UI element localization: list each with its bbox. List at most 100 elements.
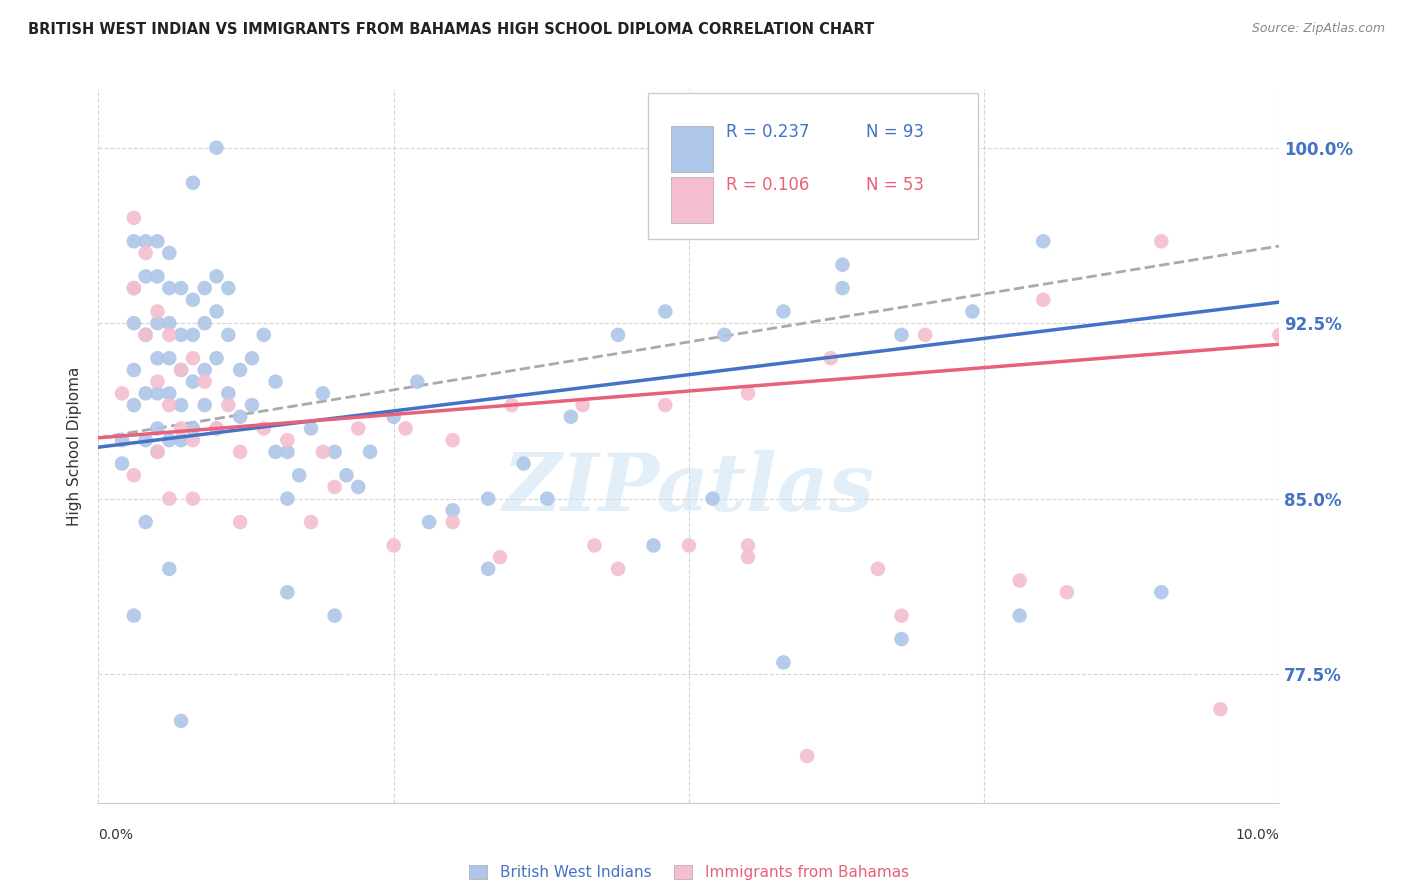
Point bbox=[122, 234, 145, 248]
Point bbox=[135, 327, 157, 342]
Point bbox=[181, 327, 204, 342]
Point bbox=[312, 445, 335, 459]
Point bbox=[181, 375, 204, 389]
Point bbox=[299, 421, 322, 435]
Point bbox=[170, 421, 193, 435]
Point bbox=[890, 632, 912, 646]
Point bbox=[890, 608, 912, 623]
Point bbox=[831, 258, 853, 272]
Point bbox=[1150, 234, 1173, 248]
Point bbox=[135, 327, 157, 342]
Point bbox=[914, 327, 936, 342]
Point bbox=[229, 445, 252, 459]
Point bbox=[583, 538, 606, 552]
Point bbox=[441, 515, 464, 529]
Point bbox=[146, 421, 169, 435]
Point bbox=[962, 304, 984, 318]
Point bbox=[654, 304, 676, 318]
Point bbox=[181, 176, 204, 190]
Point bbox=[737, 538, 759, 552]
Point bbox=[194, 375, 217, 389]
Point bbox=[146, 386, 169, 401]
Y-axis label: High School Diploma: High School Diploma bbox=[67, 367, 83, 525]
Text: N = 93: N = 93 bbox=[866, 123, 924, 142]
Point bbox=[157, 398, 180, 412]
Legend: British West Indians, Immigrants from Bahamas: British West Indians, Immigrants from Ba… bbox=[461, 857, 917, 888]
Point bbox=[394, 421, 416, 435]
Point bbox=[643, 538, 665, 552]
Point bbox=[170, 398, 193, 412]
Point bbox=[170, 327, 193, 342]
Point bbox=[122, 468, 145, 483]
Point bbox=[135, 269, 157, 284]
Point bbox=[359, 445, 381, 459]
Text: 0.0%: 0.0% bbox=[98, 828, 134, 842]
Point bbox=[866, 562, 889, 576]
Point bbox=[146, 316, 169, 330]
Point bbox=[122, 281, 145, 295]
Point bbox=[111, 386, 134, 401]
Point bbox=[146, 375, 169, 389]
Point bbox=[276, 445, 298, 459]
Point bbox=[217, 398, 239, 412]
Point bbox=[122, 316, 145, 330]
Point bbox=[477, 491, 499, 506]
Point bbox=[194, 398, 217, 412]
Point bbox=[477, 562, 499, 576]
Point bbox=[382, 538, 405, 552]
FancyBboxPatch shape bbox=[671, 126, 713, 172]
FancyBboxPatch shape bbox=[671, 177, 713, 223]
Point bbox=[157, 491, 180, 506]
Point bbox=[276, 433, 298, 447]
Point bbox=[181, 433, 204, 447]
Point bbox=[831, 281, 853, 295]
Point bbox=[441, 503, 464, 517]
Point bbox=[122, 281, 145, 295]
Point bbox=[253, 421, 276, 435]
Point bbox=[157, 386, 180, 401]
Point bbox=[157, 562, 180, 576]
Point bbox=[240, 351, 263, 366]
Point bbox=[418, 515, 440, 529]
Text: ZIPatlas: ZIPatlas bbox=[503, 450, 875, 527]
Point bbox=[122, 363, 145, 377]
Point bbox=[253, 327, 276, 342]
Point bbox=[157, 281, 180, 295]
Point bbox=[571, 398, 593, 412]
Point bbox=[157, 316, 180, 330]
Text: N = 53: N = 53 bbox=[866, 177, 924, 194]
Point bbox=[170, 363, 193, 377]
Point bbox=[229, 363, 252, 377]
Point bbox=[146, 445, 169, 459]
Point bbox=[205, 141, 228, 155]
Point bbox=[1268, 327, 1291, 342]
Point bbox=[489, 550, 512, 565]
Point bbox=[890, 327, 912, 342]
Point bbox=[820, 351, 842, 366]
Point bbox=[181, 351, 204, 366]
Point bbox=[205, 421, 228, 435]
Point bbox=[217, 281, 239, 295]
Point bbox=[181, 491, 204, 506]
Text: BRITISH WEST INDIAN VS IMMIGRANTS FROM BAHAMAS HIGH SCHOOL DIPLOMA CORRELATION C: BRITISH WEST INDIAN VS IMMIGRANTS FROM B… bbox=[28, 22, 875, 37]
Point bbox=[323, 608, 346, 623]
Point bbox=[737, 386, 759, 401]
Point bbox=[1008, 608, 1031, 623]
Point bbox=[323, 445, 346, 459]
Point bbox=[382, 409, 405, 424]
Point bbox=[205, 421, 228, 435]
Point bbox=[146, 269, 169, 284]
Point bbox=[205, 351, 228, 366]
Point bbox=[229, 409, 252, 424]
Point bbox=[194, 316, 217, 330]
Point bbox=[678, 538, 700, 552]
Point bbox=[713, 327, 735, 342]
Point bbox=[205, 269, 228, 284]
Text: Source: ZipAtlas.com: Source: ZipAtlas.com bbox=[1251, 22, 1385, 36]
Point bbox=[512, 457, 534, 471]
Point bbox=[654, 398, 676, 412]
Point bbox=[181, 293, 204, 307]
Point bbox=[702, 491, 724, 506]
Point bbox=[194, 363, 217, 377]
Point bbox=[135, 246, 157, 260]
